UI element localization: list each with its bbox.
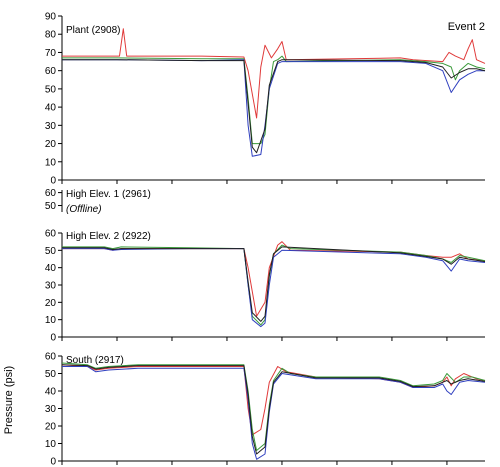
- series-line-plant-4: [62, 59, 486, 154]
- panel-high1: 50 60 High Elev. 1 (2961) (Offline): [45, 188, 151, 215]
- y-tick-label: 0: [50, 333, 56, 344]
- y-tick-label: 60: [45, 188, 57, 199]
- series-line-high2-1: [62, 241, 486, 317]
- y-tick-label: 10: [45, 157, 57, 168]
- y-tick-label: 20: [45, 298, 57, 309]
- panel-high2: 0 10 20 30 40 50 60 High Elev. 2 (2922): [45, 229, 486, 344]
- y-tick-label: 50: [45, 246, 57, 257]
- y-tick-label: 30: [45, 281, 57, 292]
- y-tick-label: 40: [45, 263, 57, 274]
- y-tick-label: 20: [45, 139, 57, 150]
- panel-title-plant: Plant (2908): [66, 25, 120, 36]
- panel-title-south: South (2917): [66, 355, 124, 366]
- series-line-south-4: [61, 364, 486, 455]
- event-label: Event 2: [448, 21, 485, 33]
- y-tick-label: 60: [45, 352, 57, 363]
- series-line-south-1: [61, 364, 486, 436]
- panel-title-high1: High Elev. 1 (2961): [66, 189, 151, 200]
- series-line-high2-3: [62, 248, 486, 328]
- y-tick-label: 40: [45, 103, 57, 114]
- y-tick-label: 40: [45, 387, 57, 398]
- y-tick-label: 70: [45, 48, 57, 59]
- y-tick-label: 0: [50, 457, 56, 467]
- chart-panels: 0 10 20 30 40 50 60 70 80 90 Plant (2908) 50 60 High …: [45, 12, 486, 467]
- y-tick-label: 10: [45, 315, 57, 326]
- y-tick-label: 10: [45, 439, 57, 450]
- y-tick-label: 30: [45, 121, 57, 132]
- series-line-high2-4: [62, 246, 486, 322]
- panel-south: 0 10 20 30 40 50 60 South (2917): [45, 352, 486, 467]
- y-tick-label: 90: [45, 12, 57, 23]
- y-tick-label: 20: [45, 422, 57, 433]
- y-tick-label: 50: [45, 369, 57, 380]
- y-tick-label: 50: [45, 201, 57, 212]
- panel-note-high1: (Offline): [66, 204, 102, 215]
- y-tick-label: 50: [45, 84, 57, 95]
- y-tick-label: 80: [45, 30, 57, 41]
- panel-title-high2: High Elev. 2 (2922): [66, 231, 151, 242]
- series-line-plant-3: [62, 59, 485, 157]
- series-line-south-2: [61, 362, 486, 451]
- panel-plant: 0 10 20 30 40 50 60 70 80 90 Plant (2908): [45, 12, 486, 187]
- series-line-plant-2: [62, 55, 486, 145]
- y-tick-label: 60: [45, 229, 57, 240]
- y-tick-label: 60: [45, 66, 57, 77]
- y-tick-label: 30: [45, 404, 57, 415]
- y-tick-label: 0: [50, 176, 56, 187]
- y-axis-label: Pressure (psi): [3, 366, 15, 434]
- series-line-plant-1: [62, 28, 486, 119]
